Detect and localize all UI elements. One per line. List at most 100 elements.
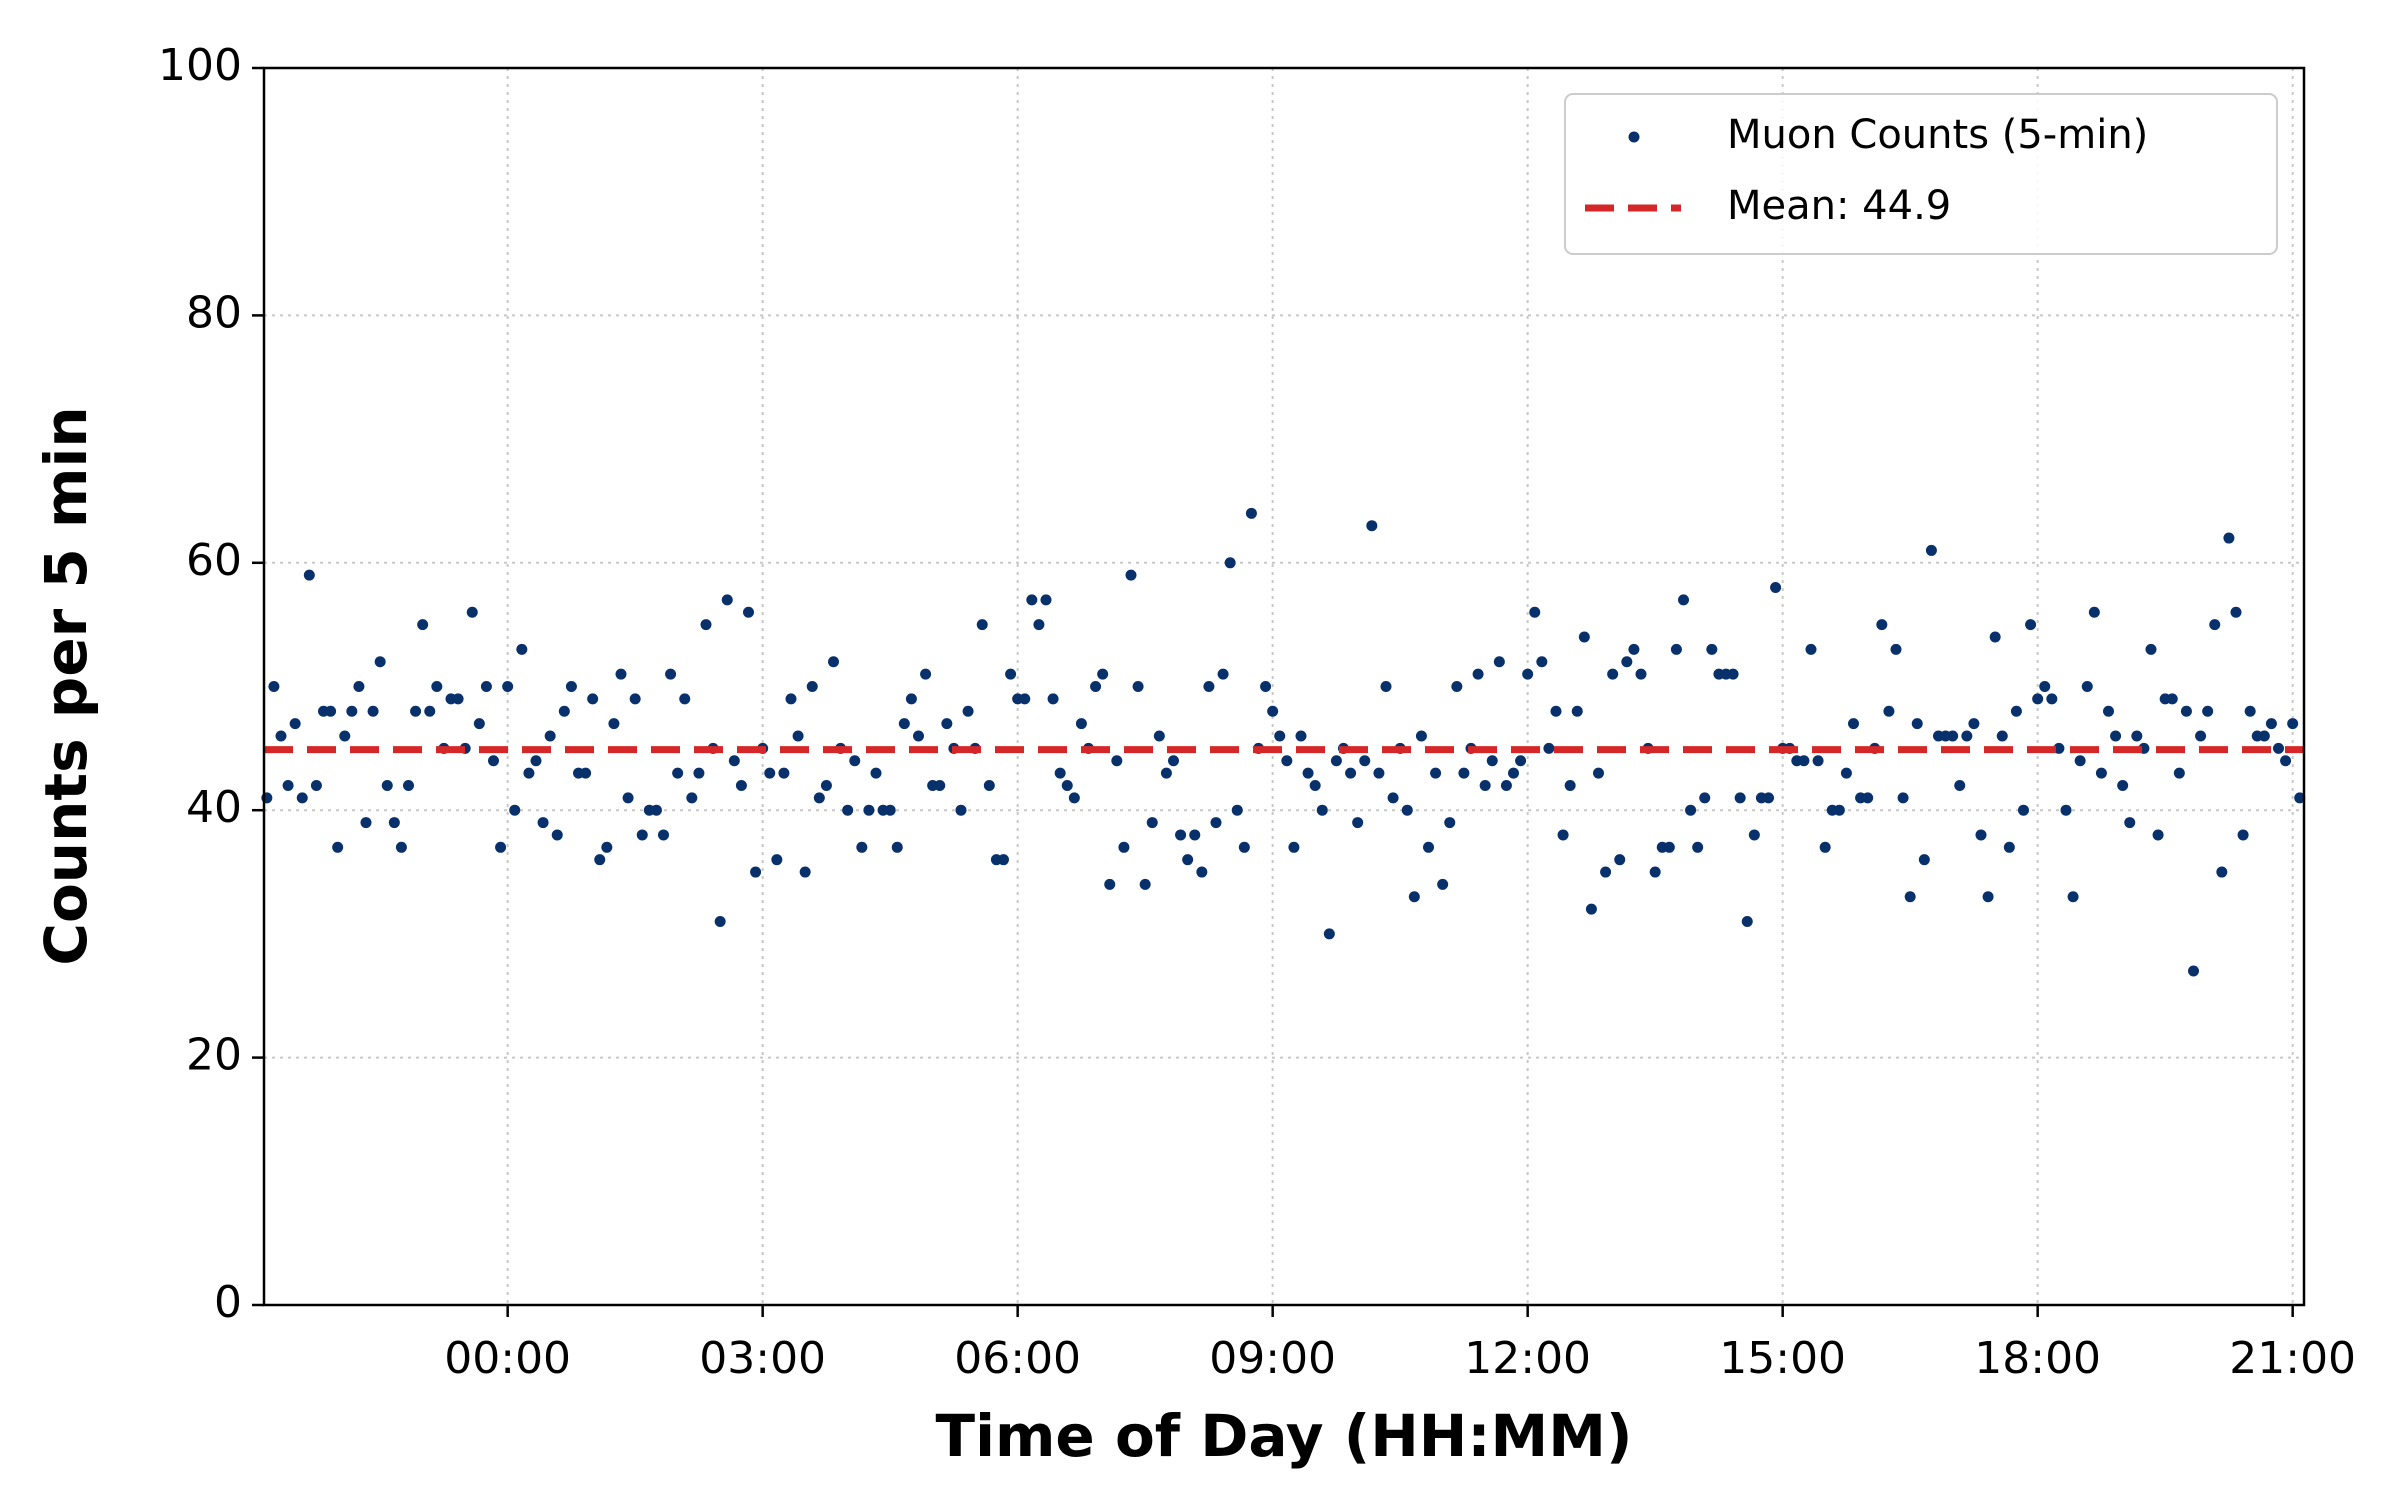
data-point xyxy=(608,718,620,730)
data-point xyxy=(268,681,280,692)
data-point xyxy=(1833,804,1845,816)
data-point xyxy=(1175,829,1187,841)
data-point xyxy=(1947,730,1959,742)
data-point xyxy=(1068,792,1080,804)
data-point xyxy=(1897,792,1909,804)
data-point xyxy=(1210,817,1222,829)
data-point xyxy=(367,705,379,717)
axes: 0 20 40 60 80 100 00:00 03:00 06:00 09:00 12:00 15:… xyxy=(158,40,2356,1384)
data-point xyxy=(1373,767,1385,779)
data-point xyxy=(1706,643,1718,655)
data-point xyxy=(1458,767,1470,779)
data-point xyxy=(615,668,627,680)
data-point xyxy=(849,755,861,767)
data-point xyxy=(1316,804,1328,816)
data-point xyxy=(2095,767,2107,779)
data-point xyxy=(1982,891,1994,903)
data-point xyxy=(2294,792,2306,804)
data-point xyxy=(1564,779,1576,791)
data-point xyxy=(2039,681,2051,692)
data-point xyxy=(580,767,592,779)
data-point xyxy=(310,779,322,791)
data-point xyxy=(1401,804,1413,816)
data-point xyxy=(870,767,882,779)
data-point xyxy=(417,619,429,631)
data-point xyxy=(771,854,783,866)
data-point xyxy=(629,693,641,705)
data-point xyxy=(884,804,896,816)
data-point xyxy=(813,792,825,804)
data-point xyxy=(665,668,677,680)
x-axis-label: Time of Day (HH:MM) xyxy=(936,1402,1633,1470)
data-point xyxy=(920,668,932,680)
data-point xyxy=(1153,730,1165,742)
data-point xyxy=(325,705,337,717)
data-point xyxy=(1097,668,1109,680)
data-point xyxy=(516,643,528,655)
data-point xyxy=(1260,681,1272,692)
data-point xyxy=(1054,767,1066,779)
data-point xyxy=(1607,668,1619,680)
data-point xyxy=(721,594,733,606)
data-point xyxy=(502,681,514,692)
data-point xyxy=(1954,779,1966,791)
y-axis-label: Counts per 5 min xyxy=(32,406,100,965)
data-point xyxy=(1571,705,1583,717)
data-point xyxy=(2117,779,2129,791)
data-point xyxy=(1805,643,1817,655)
data-point xyxy=(1295,730,1307,742)
data-point xyxy=(1380,681,1392,692)
x-tick-label: 00:00 xyxy=(444,1333,571,1384)
data-point xyxy=(1550,705,1562,717)
data-point xyxy=(1387,792,1399,804)
data-point xyxy=(728,755,740,767)
data-point xyxy=(480,681,492,692)
data-point xyxy=(530,755,542,767)
data-point xyxy=(2025,619,2037,631)
data-point xyxy=(891,841,903,853)
data-point xyxy=(2230,606,2242,618)
data-point xyxy=(1224,557,1236,569)
data-point xyxy=(495,841,507,853)
data-point xyxy=(1621,656,1633,668)
data-point xyxy=(1245,507,1257,519)
data-point xyxy=(1075,718,1087,730)
data-point xyxy=(622,792,634,804)
data-point xyxy=(2053,742,2065,754)
data-point xyxy=(424,705,436,717)
data-point xyxy=(1975,829,1987,841)
data-point xyxy=(1196,866,1208,878)
data-point xyxy=(346,705,358,717)
data-point xyxy=(2060,804,2072,816)
data-point xyxy=(544,730,556,742)
data-point xyxy=(1288,841,1300,853)
data-point xyxy=(339,730,351,742)
legend: Muon Counts (5-min) Mean: 44.9 xyxy=(1564,93,2278,255)
data-point xyxy=(792,730,804,742)
data-point xyxy=(1678,594,1689,606)
data-point xyxy=(289,718,301,730)
y-tick-label: 80 xyxy=(186,287,242,338)
data-point xyxy=(1543,742,1555,754)
data-point xyxy=(1727,668,1739,680)
data-point xyxy=(2166,693,2178,705)
data-point xyxy=(1302,767,1314,779)
data-point xyxy=(332,841,344,853)
data-point xyxy=(1692,841,1704,853)
data-point xyxy=(2074,755,2086,767)
y-tick-label: 20 xyxy=(186,1030,242,1081)
data-point xyxy=(1146,817,1158,829)
data-point xyxy=(1309,779,1321,791)
data-point xyxy=(2046,693,2058,705)
data-point xyxy=(296,792,308,804)
data-point xyxy=(1040,594,1052,606)
data-point xyxy=(1352,817,1364,829)
data-point xyxy=(523,767,535,779)
data-point xyxy=(1330,755,1342,767)
x-tick-label: 18:00 xyxy=(1974,1333,2101,1384)
data-point xyxy=(1798,755,1810,767)
data-point xyxy=(2067,891,2079,903)
legend-box xyxy=(1564,93,2278,255)
data-point xyxy=(2152,829,2164,841)
